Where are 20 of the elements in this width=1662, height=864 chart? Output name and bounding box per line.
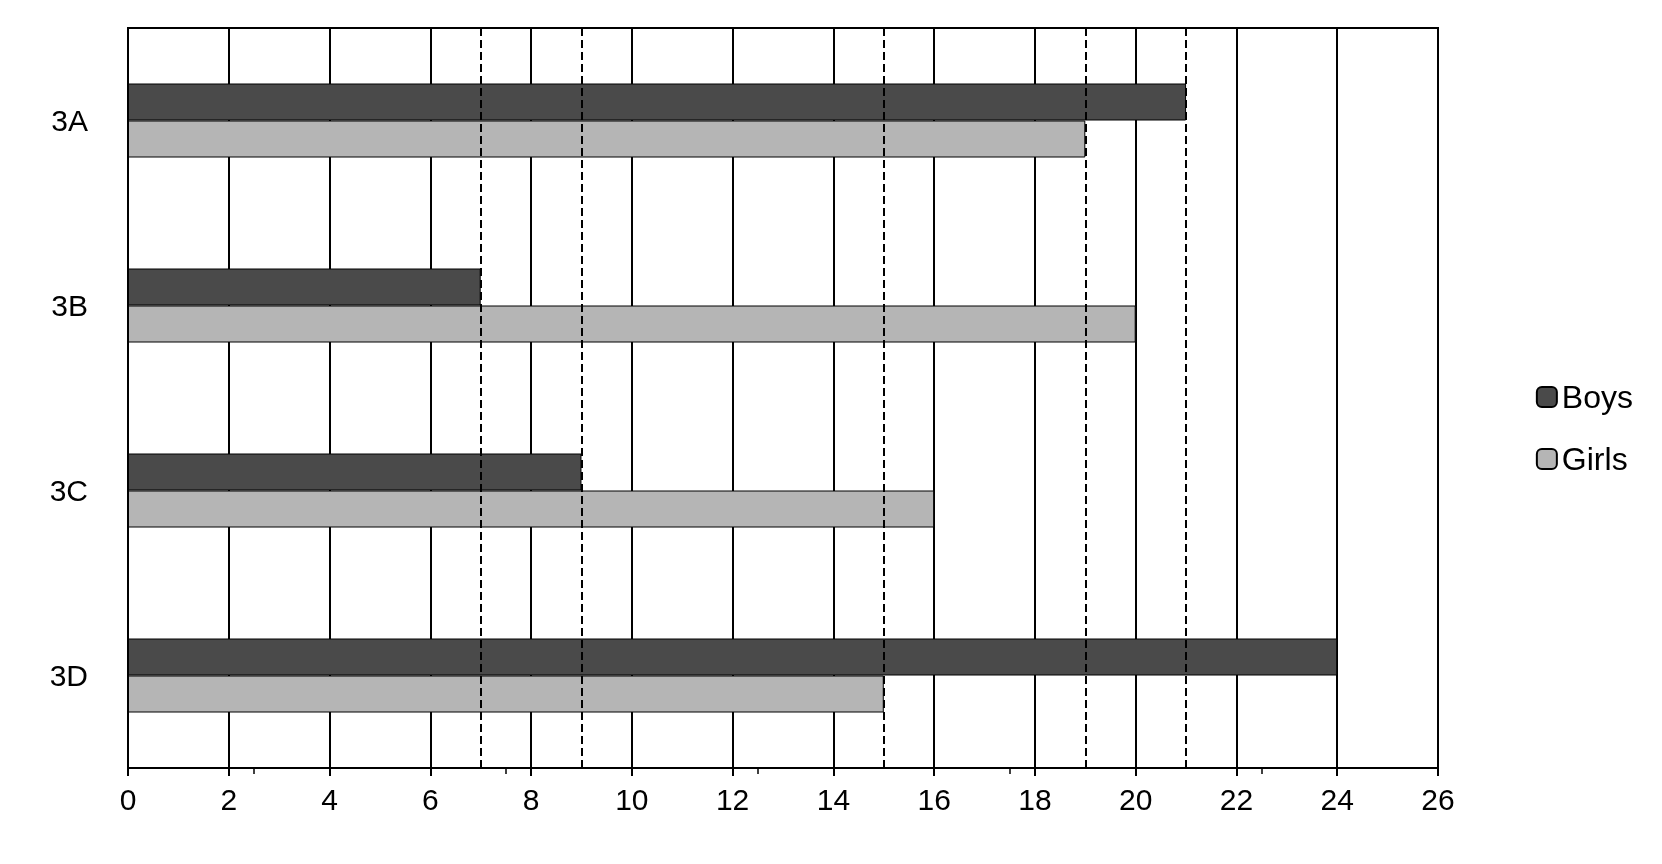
x-tick-label: 0 [119, 782, 137, 816]
y-tick-label: 3D [49, 659, 88, 692]
x-tick-label: 26 [1421, 782, 1455, 816]
legend-label: Boys [1561, 379, 1633, 415]
x-tick-label: 20 [1119, 782, 1153, 816]
y-tick-label: 3B [51, 289, 88, 322]
y-tick-label: 3C [49, 474, 88, 507]
x-tick-label: 2 [220, 782, 238, 816]
x-tick-label: 8 [522, 782, 540, 816]
x-tick-label: 14 [816, 782, 851, 816]
x-tick-label: 10 [615, 782, 649, 816]
x-tick-label: 24 [1320, 782, 1354, 816]
x-tick-label: 22 [1219, 782, 1254, 816]
x-tick-label: 4 [321, 782, 338, 816]
y-tick-label: 3A [51, 104, 88, 137]
x-tick-label: 12 [715, 782, 750, 816]
legend-label: Girls [1561, 441, 1628, 477]
x-tick-label: 6 [421, 782, 439, 816]
x-tick-label: 18 [1018, 782, 1052, 816]
x-tick-label: 16 [917, 782, 951, 816]
